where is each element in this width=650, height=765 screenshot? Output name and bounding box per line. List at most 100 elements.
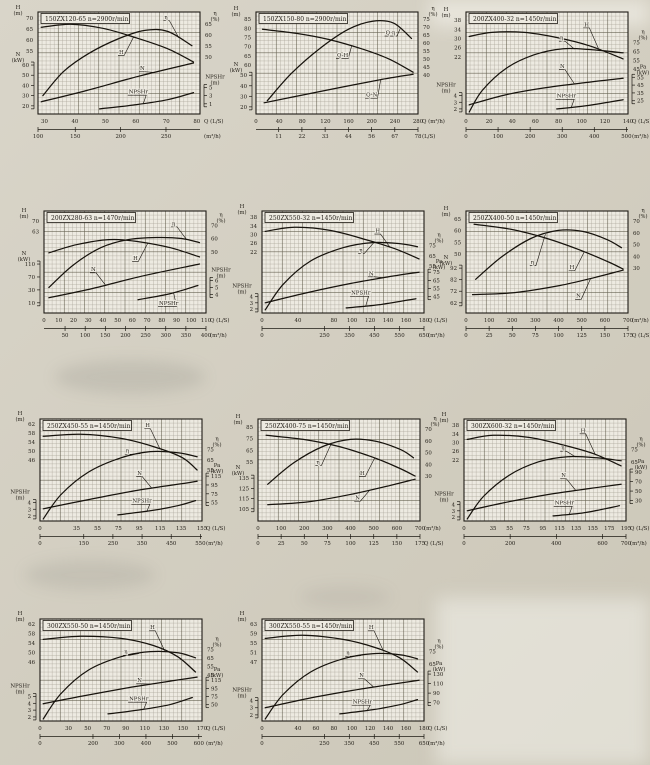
curve-label-leader xyxy=(136,476,153,489)
chart-title: 250ZX400-50 n=1450r/min xyxy=(473,215,557,222)
tick-label: 62 xyxy=(450,301,457,307)
x-tick-label: 25 xyxy=(278,541,285,547)
x-tick-label: 150 xyxy=(600,333,611,339)
tick-label: 60 xyxy=(211,237,218,243)
tick-label: 2 xyxy=(452,515,455,521)
x-tick-label: 100 xyxy=(577,119,588,125)
axis-bracket xyxy=(33,499,37,520)
tick-label: 75 xyxy=(211,695,218,701)
plot-frame xyxy=(465,210,629,314)
axis-label: Pa xyxy=(640,64,647,70)
x-tick-label: 80 xyxy=(158,318,165,324)
tick-label: 4 xyxy=(454,94,458,100)
tick-label: 90 xyxy=(635,470,642,476)
axis-bracket xyxy=(37,260,41,307)
x-tick-label: 95 xyxy=(136,526,143,532)
axis-unit: (%) xyxy=(639,213,648,220)
tick-label: 65 xyxy=(26,27,33,33)
chart-title-box xyxy=(468,13,558,24)
tick-label: 50 xyxy=(423,57,430,63)
x-tick-label: 0 xyxy=(256,541,260,547)
curve-label-n: N xyxy=(359,673,364,679)
chart-title: 250ZX550-32 n=1450r/min xyxy=(269,215,353,222)
axis-label: NPSHr xyxy=(232,284,252,290)
tick-label: 50 xyxy=(211,250,218,256)
curve-eta xyxy=(42,650,197,720)
x-tick-label: 50 xyxy=(102,119,109,125)
secondary-x-axis-line xyxy=(256,127,419,132)
axis-unit: (kW) xyxy=(433,666,446,673)
curve-n xyxy=(468,77,624,106)
secondary-x-axis-line xyxy=(37,127,200,132)
tick-label: 58 xyxy=(28,632,35,638)
curve-label-leader xyxy=(359,457,375,477)
x-tick-label: 350 xyxy=(137,541,148,547)
tick-label: 4 xyxy=(28,501,32,507)
curve-label-leader xyxy=(124,453,141,455)
x-tick-label: 160 xyxy=(401,318,412,324)
tick-label: 65 xyxy=(433,278,440,284)
x-tick-label: 120 xyxy=(365,318,376,324)
tick-label: 4 xyxy=(250,699,254,705)
tick-label: 82 xyxy=(450,278,457,284)
x-tick-label: 140 xyxy=(383,726,394,732)
axis-unit: (kW) xyxy=(12,57,25,64)
curve-label-leader xyxy=(579,433,596,455)
tick-label: 95 xyxy=(211,483,218,489)
axis-unit: (m) xyxy=(16,616,25,623)
x-tick-label: 150 xyxy=(79,541,90,547)
curve-label-n: N xyxy=(355,496,360,502)
curve-label-n: N xyxy=(91,267,96,273)
x-tick-label: 300 xyxy=(161,333,172,339)
plot-frame xyxy=(261,618,425,722)
x-tick-label: 30 xyxy=(41,119,48,125)
axis-label: N xyxy=(22,251,27,257)
curve-label-leader xyxy=(345,655,361,657)
x-tick-label: 500 xyxy=(577,318,588,324)
x-tick-label: 200 xyxy=(88,741,99,747)
axis-unit: (m) xyxy=(16,416,25,423)
x-tick-label: 300 xyxy=(322,526,333,532)
x-tick-label: 150 xyxy=(100,333,111,339)
axis-label: NPSHr xyxy=(232,688,252,694)
tick-label: 40 xyxy=(22,83,29,89)
x-axis-unit: (m³/h) xyxy=(206,740,223,747)
x-tick-label: 20 xyxy=(486,119,493,125)
curve-n xyxy=(267,478,416,506)
axis-label: N xyxy=(16,52,21,58)
x-tick-label: 100 xyxy=(553,333,564,339)
tick-label: 54 xyxy=(28,641,35,647)
axis-label: NPSHr xyxy=(211,267,231,273)
x-tick-label: 280 xyxy=(413,119,424,125)
tick-label: 22 xyxy=(454,55,461,61)
grid-major xyxy=(262,211,424,313)
tick-label: 105 xyxy=(239,507,250,513)
tick-label: 65 xyxy=(207,656,214,662)
x-tick-label: 240 xyxy=(390,119,401,125)
curve-n xyxy=(42,480,198,510)
tick-label: 95 xyxy=(211,686,218,692)
x-tick-label: 600 xyxy=(392,526,403,532)
curve-label-leader xyxy=(558,40,575,50)
axis-unit: (%) xyxy=(637,442,646,449)
x-tick-label: 0 xyxy=(38,741,42,747)
plot-frame xyxy=(463,418,627,522)
x-tick-label: 350 xyxy=(181,333,192,339)
x-tick-label: 60 xyxy=(129,318,136,324)
axis-unit: (%) xyxy=(431,421,440,428)
chart-title: 300ZX600-32 n=1450r/min xyxy=(471,423,555,430)
pump-curve-chart-150zx150-80: Q-η Q-H Q-N 150ZX150-80 n=2900r/min H (m) 85 80… xyxy=(220,4,452,156)
x-tick-label: 40 xyxy=(72,119,79,125)
x-tick-label: 200 xyxy=(525,134,536,140)
x-tick-label: 140 xyxy=(623,119,634,125)
x-tick-label: 75 xyxy=(532,333,539,339)
axis-label: η xyxy=(215,437,218,443)
curve-label-leader xyxy=(315,444,332,466)
chart-title: 300ZX550-50 n=1450r/min xyxy=(47,623,131,630)
curve-label-h: H xyxy=(581,428,586,434)
x-tick-label: 75 xyxy=(324,541,331,547)
axis-unit: (kW) xyxy=(18,256,31,263)
